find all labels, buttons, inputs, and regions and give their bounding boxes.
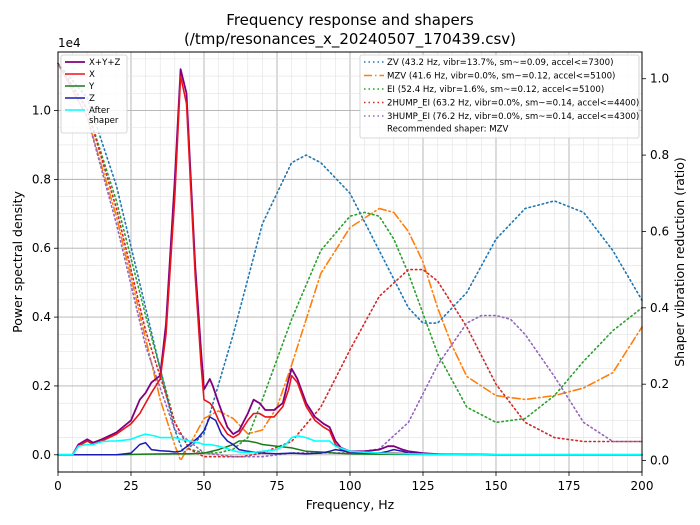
y-tick-label: 0.6	[32, 241, 51, 255]
x-tick-label: 25	[123, 479, 138, 493]
legend-label-y: Y	[88, 82, 95, 92]
x-tick-label: 75	[269, 479, 284, 493]
shaper-line-mzv	[57, 62, 643, 462]
legend-label-after-shaper: After	[89, 106, 110, 116]
y-tick-label: 0.2	[32, 379, 51, 393]
legend-label-z: Z	[89, 94, 95, 104]
legend-label-zv: ZV (43.2 Hz, vibr=13.7%, sm~=0.09, accel…	[387, 58, 613, 68]
psd-line-z	[57, 416, 643, 456]
y-tick-label: 0.4	[32, 310, 51, 324]
y2-tick-label: 0.6	[650, 224, 669, 238]
chart-title: Frequency response and shapers	[226, 11, 474, 29]
legend-right-box	[359, 54, 640, 139]
y2-tick-label: 0.2	[650, 377, 669, 391]
x-tick-label: 50	[196, 479, 211, 493]
legend-label-x: X	[89, 70, 95, 80]
psd-line-y	[57, 440, 643, 456]
psd-line-x-y-z	[57, 68, 643, 456]
y-axis-ticks: 0.0 0.2 0.4 0.6 0.8 1.0	[32, 104, 58, 462]
legend-recommended-note: Recommended shaper: MZV	[387, 125, 509, 135]
y-offset-text: 1e4	[58, 36, 81, 50]
x-tick-label: 150	[485, 479, 508, 493]
legend-label-ei: EI (52.4 Hz, vibr=1.6%, sm~=0.12, accel<…	[387, 85, 604, 95]
legend-label-2hump-ei: 2HUMP_EI (63.2 Hz, vibr=0.0%, sm~=0.14, …	[387, 99, 639, 109]
x-axis-ticks: 0 25 50 75 100 125 150 175 200	[54, 472, 653, 493]
y-tick-label: 0.8	[32, 172, 51, 186]
y2-tick-label: 0.8	[650, 148, 669, 162]
x-axis-label: Frequency, Hz	[306, 497, 395, 512]
chart-subtitle: (/tmp/resonances_x_20240507_170439.csv)	[184, 30, 516, 49]
y-tick-label: 1.0	[32, 104, 51, 118]
psd-line-after-shaper	[57, 433, 643, 456]
y2-tick-label: 0.0	[650, 454, 669, 468]
legend-label-3hump-ei: 3HUMP_EI (76.2 Hz, vibr=0.0%, sm~=0.14, …	[387, 112, 639, 122]
y2-axis-label: Shaper vibration reduction (ratio)	[672, 157, 687, 367]
y2-tick-label: 1.0	[650, 72, 669, 86]
legend-right: ZV (43.2 Hz, vibr=13.7%, sm~=0.09, accel…	[359, 54, 640, 139]
x-tick-label: 175	[558, 479, 581, 493]
psd-lines	[57, 68, 643, 456]
shaper-line-zv	[57, 62, 643, 454]
grid	[57, 52, 643, 473]
legend-label-mzv: MZV (41.6 Hz, vibr=0.0%, sm~=0.12, accel…	[387, 72, 615, 82]
y2-tick-label: 0.4	[650, 301, 669, 315]
y-tick-label: 0.0	[32, 448, 51, 462]
x-tick-label: 200	[631, 479, 654, 493]
y2-axis-ticks: 0.0 0.2 0.4 0.6 0.8 1.0	[642, 72, 669, 468]
legend-label-after-shaper-cont: shaper	[89, 116, 119, 126]
shaper-line-2hump-ei	[57, 62, 643, 458]
y-axis-label: Power spectral density	[10, 191, 25, 333]
x-tick-label: 125	[412, 479, 435, 493]
x-tick-label: 0	[54, 479, 62, 493]
x-tick-label: 100	[339, 479, 362, 493]
legend-label-x-y-z: X+Y+Z	[89, 58, 121, 68]
